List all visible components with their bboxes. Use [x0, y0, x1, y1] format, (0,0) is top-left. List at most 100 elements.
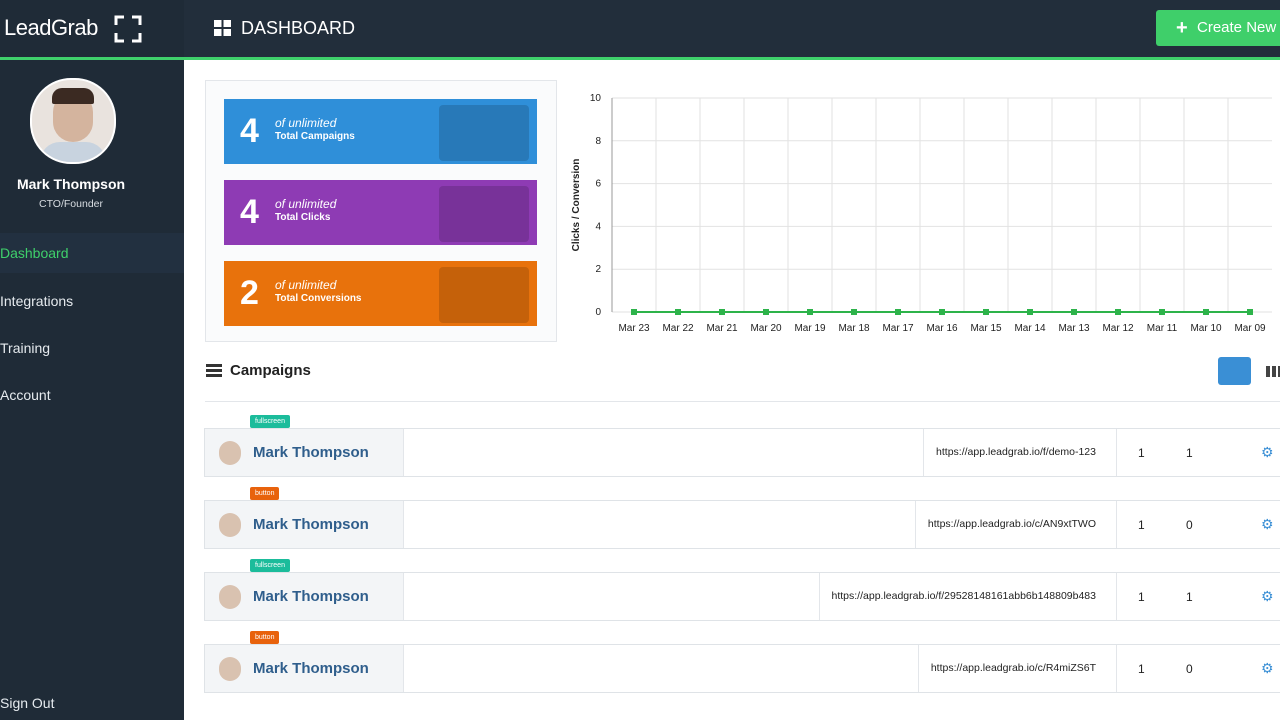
x-tick-label: Mar 09	[1234, 323, 1266, 334]
brand: LeadGrab	[4, 15, 98, 40]
point	[983, 309, 989, 315]
point	[631, 309, 637, 315]
x-tick-label: Mar 21	[706, 323, 738, 334]
stat-icon	[439, 105, 529, 161]
point	[1027, 309, 1033, 315]
grid-view-button[interactable]	[1266, 366, 1280, 377]
y-tick-label: 0	[595, 307, 601, 318]
point	[1159, 309, 1165, 315]
y-tick-label: 2	[595, 264, 601, 275]
user-name: Mark Thompson	[16, 176, 126, 192]
point	[851, 309, 857, 315]
stat-icon	[439, 267, 529, 323]
stat-card: 4 of unlimited Total Campaigns	[224, 99, 537, 164]
campaign-tag: button	[250, 487, 280, 500]
owner-name: Mark Thompson	[253, 660, 369, 677]
y-tick-label: 6	[595, 179, 601, 190]
x-tick-label: Mar 17	[882, 323, 914, 334]
nav-item[interactable]: Integrations	[0, 293, 74, 309]
y-axis-label: Clicks / Conversion	[571, 159, 582, 252]
stat-card: 4 of unlimited Total Clicks	[224, 180, 537, 245]
point	[1115, 309, 1121, 315]
owner-avatar	[219, 585, 241, 609]
owner-avatar	[219, 441, 241, 465]
stat-value: 4	[240, 112, 259, 150]
sidebar: LeadGrab Mark Thompson CTO/Founder Dashb…	[0, 0, 184, 720]
x-tick-label: Mar 20	[750, 323, 782, 334]
point	[763, 309, 769, 315]
settings-gear[interactable]: ⚙	[1261, 588, 1274, 604]
campaign-clicks: 1	[1138, 590, 1145, 604]
campaign-row[interactable]: Mark Thompson https://app.leadgrab.io/c/R…	[204, 644, 1280, 693]
campaign-url[interactable]: https://app.leadgrab.io/c/AN9xtTWO	[914, 501, 1117, 548]
x-tick-label: Mar 18	[838, 323, 870, 334]
point	[939, 309, 945, 315]
campaign-conversions: 0	[1186, 518, 1193, 532]
nav-item[interactable]: Account	[0, 387, 51, 403]
owner-avatar	[219, 513, 241, 537]
nav-item[interactable]: Dashboard	[0, 233, 184, 273]
x-tick-label: Mar 22	[662, 323, 694, 334]
campaign-row[interactable]: Mark Thompson https://app.leadgrab.io/f/d…	[204, 428, 1280, 477]
avatar	[30, 78, 116, 164]
settings-gear[interactable]: ⚙	[1261, 444, 1274, 460]
campaign-url[interactable]: https://app.leadgrab.io/f/demo-123	[923, 429, 1117, 476]
settings-gear[interactable]: ⚙	[1261, 516, 1274, 532]
point	[1071, 309, 1077, 315]
create-new-button[interactable]: + Create New	[1156, 10, 1280, 46]
sign-out[interactable]: Sign Out	[0, 695, 55, 711]
x-tick-label: Mar 23	[618, 323, 650, 334]
y-tick-label: 4	[595, 221, 601, 232]
campaign-url[interactable]: https://app.leadgrab.io/f/29528148161abb…	[818, 573, 1117, 620]
point	[1247, 309, 1253, 315]
x-tick-label: Mar 15	[970, 323, 1002, 334]
owner-name: Mark Thompson	[253, 516, 369, 533]
campaign-owner: Mark Thompson	[205, 429, 404, 476]
stat-label: Total Clicks	[275, 212, 331, 223]
stat-icon	[439, 186, 529, 242]
brand-icon	[114, 15, 142, 43]
campaign-tag: button	[250, 631, 280, 644]
point	[719, 309, 725, 315]
plus-icon: +	[1176, 17, 1188, 39]
x-tick-label: Mar 14	[1014, 323, 1046, 334]
stat-qualifier: of unlimited	[275, 278, 337, 292]
y-tick-label: 8	[595, 136, 601, 147]
campaign-clicks: 1	[1138, 662, 1145, 676]
point	[675, 309, 681, 315]
campaigns-title: Campaigns	[230, 362, 311, 379]
campaign-conversions: 0	[1186, 662, 1193, 676]
button-label: Create New	[1197, 19, 1277, 36]
settings-gear[interactable]: ⚙	[1261, 660, 1274, 676]
campaign-tag: fullscreen	[250, 559, 290, 572]
user-role: CTO/Founder	[39, 198, 103, 210]
chart: 0 2 4 6 8 10 Mar 23 Mar 22 Mar 21 Mar 20 Mar 19 Mar…	[571, 93, 1272, 334]
campaign-owner: Mark Thompson	[205, 501, 404, 548]
nav-item[interactable]: Training	[0, 340, 51, 356]
campaign-row[interactable]: Mark Thompson https://app.leadgrab.io/f/2…	[204, 572, 1280, 621]
point	[1203, 309, 1209, 315]
x-tick-label: Mar 13	[1058, 323, 1090, 334]
campaign-owner: Mark Thompson	[205, 573, 404, 620]
stat-label: Total Conversions	[275, 293, 362, 304]
separator	[205, 401, 1280, 402]
divider	[0, 57, 184, 60]
header-title: DASHBOARD	[241, 18, 356, 38]
point	[807, 309, 813, 315]
list-view-button[interactable]	[1218, 357, 1251, 385]
x-tick-label: Mar 19	[794, 323, 826, 334]
campaign-row[interactable]: Mark Thompson https://app.leadgrab.io/c/A…	[204, 500, 1280, 549]
campaign-clicks: 1	[1138, 446, 1145, 460]
campaign-url[interactable]: https://app.leadgrab.io/c/R4miZS6T	[917, 645, 1117, 692]
campaigns-icon	[206, 364, 222, 378]
dashboard-icon	[214, 20, 231, 36]
stat-qualifier: of unlimited	[275, 197, 337, 211]
owner-avatar	[219, 657, 241, 681]
stat-label: Total Campaigns	[275, 131, 355, 142]
owner-name: Mark Thompson	[253, 588, 369, 605]
campaign-owner: Mark Thompson	[205, 645, 404, 692]
x-tick-label: Mar 16	[926, 323, 958, 334]
campaign-conversions: 1	[1186, 446, 1193, 460]
stat-card: 2 of unlimited Total Conversions	[224, 261, 537, 326]
